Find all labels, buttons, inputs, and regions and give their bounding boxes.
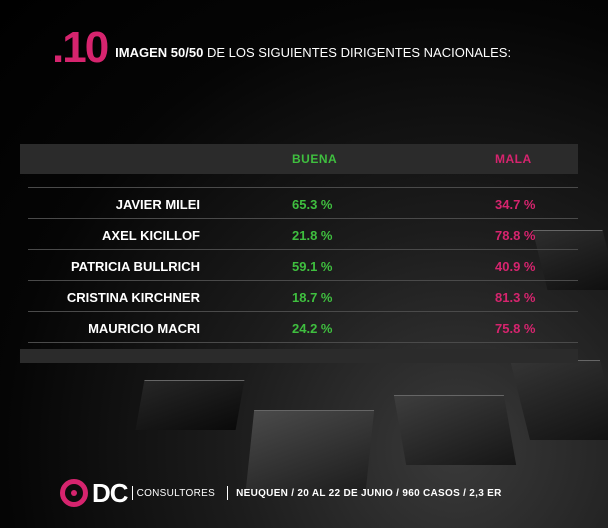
table-body: JAVIER MILEI 65.3 % 34.7 % AXEL KICILLOF… bbox=[20, 187, 578, 343]
table-row: AXEL KICILLOF 21.8 % 78.8 % bbox=[28, 218, 578, 249]
row-good-value: 59.1 % bbox=[292, 259, 333, 274]
row-bad-value: 40.9 % bbox=[495, 259, 536, 274]
table-row: JAVIER MILEI 65.3 % 34.7 % bbox=[28, 187, 578, 218]
logo-subtitle: CONSULTORES bbox=[136, 487, 216, 499]
table-header: BUENA MALA bbox=[20, 144, 578, 174]
row-good-value: 18.7 % bbox=[292, 290, 333, 305]
table-footer-bar bbox=[20, 349, 578, 363]
divider bbox=[227, 486, 229, 500]
row-good-value: 65.3 % bbox=[292, 197, 333, 212]
slide-title: IMAGEN 50/50 DE LOS SIGUIENTES DIRIGENTE… bbox=[115, 45, 511, 60]
survey-meta: NEUQUEN / 20 AL 22 DE JUNIO / 960 CASOS … bbox=[236, 487, 502, 499]
slide-header: .10 IMAGEN 50/50 DE LOS SIGUIENTES DIRIG… bbox=[52, 26, 511, 70]
column-header-good: BUENA bbox=[292, 152, 338, 166]
table-row: PATRICIA BULLRICH 59.1 % 40.9 % bbox=[28, 249, 578, 280]
background-cube bbox=[135, 380, 245, 430]
row-name: CRISTINA KIRCHNER bbox=[66, 290, 200, 305]
row-bad-value: 75.8 % bbox=[495, 321, 536, 336]
row-name: AXEL KICILLOF bbox=[102, 228, 200, 243]
row-bad-value: 34.7 % bbox=[495, 197, 536, 212]
row-bad-value: 78.8 % bbox=[495, 228, 536, 243]
background-cube bbox=[393, 395, 517, 465]
slide-title-bold: IMAGEN 50/50 bbox=[115, 45, 204, 60]
divider bbox=[131, 486, 133, 500]
results-table: BUENA MALA JAVIER MILEI 65.3 % 34.7 % AX… bbox=[20, 144, 578, 363]
row-name: MAURICIO MACRI bbox=[88, 321, 200, 336]
row-name: JAVIER MILEI bbox=[115, 197, 200, 212]
footer: DC CONSULTORES NEUQUEN / 20 AL 22 DE JUN… bbox=[60, 478, 502, 508]
table-row: CRISTINA KIRCHNER 18.7 % 81.3 % bbox=[28, 280, 578, 311]
column-header-bad: MALA bbox=[495, 152, 532, 166]
table-row: MAURICIO MACRI 24.2 % 75.8 % bbox=[28, 311, 578, 343]
slide-title-rest: DE LOS SIGUIENTES DIRIGENTES NACIONALES: bbox=[203, 45, 512, 60]
row-name: PATRICIA BULLRICH bbox=[70, 259, 200, 274]
background-cube bbox=[510, 360, 608, 440]
slide-number: .10 bbox=[52, 23, 109, 72]
logo-text: DC bbox=[92, 477, 129, 508]
logo-ring-icon bbox=[60, 479, 88, 507]
row-good-value: 24.2 % bbox=[292, 321, 333, 336]
row-good-value: 21.8 % bbox=[292, 228, 333, 243]
row-bad-value: 81.3 % bbox=[495, 290, 536, 305]
